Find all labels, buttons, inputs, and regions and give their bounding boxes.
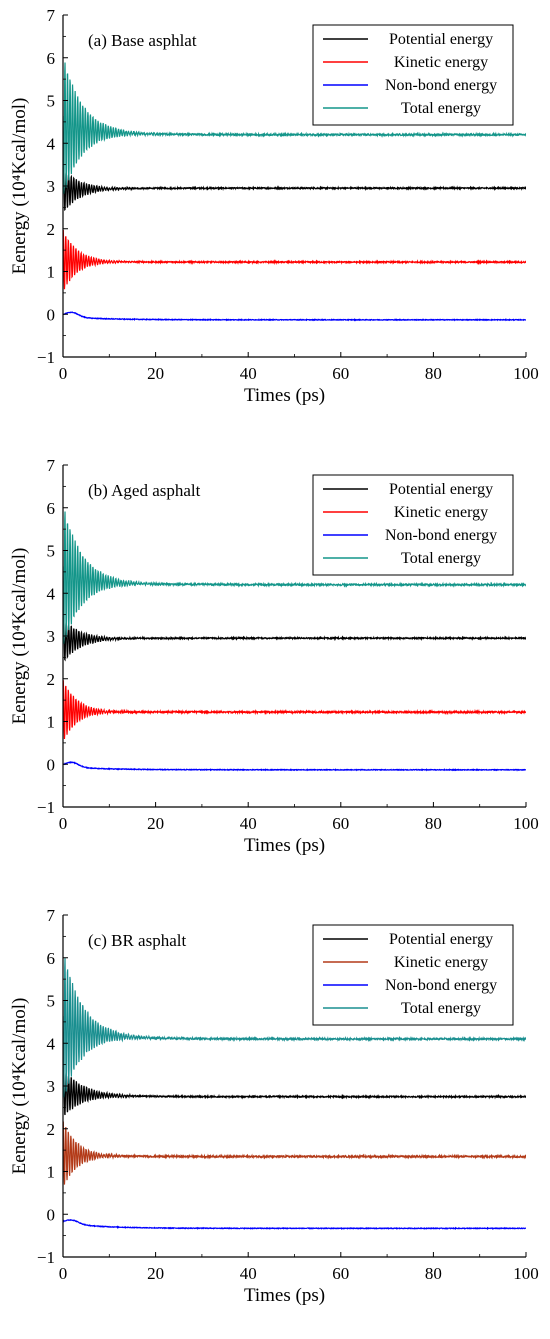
y-tick-label: 6 xyxy=(47,49,56,68)
x-tick-label: 100 xyxy=(513,814,539,833)
series-line-potential-energy xyxy=(63,167,526,212)
x-tick-label: 80 xyxy=(425,1264,442,1283)
y-tick-label: 2 xyxy=(47,670,56,689)
x-tick-label: 40 xyxy=(240,1264,257,1283)
y-tick-label: 7 xyxy=(47,456,56,475)
y-axis-label: Eenergy (10⁴Kcal/mol) xyxy=(9,548,30,725)
panel-label: (c) BR asphalt xyxy=(88,931,186,950)
x-tick-label: 0 xyxy=(59,364,68,383)
y-tick-label: 1 xyxy=(47,713,56,732)
panel-label: (b) Aged asphalt xyxy=(88,481,201,500)
y-tick-label: 6 xyxy=(47,949,56,968)
y-tick-label: 6 xyxy=(47,499,56,518)
y-axis-label: Eenergy (10⁴Kcal/mol) xyxy=(9,98,30,275)
series-group xyxy=(63,958,526,1231)
series-line-kinetic-energy xyxy=(63,1121,526,1185)
x-tick-label: 20 xyxy=(147,1264,164,1283)
y-tick-label: 3 xyxy=(47,1077,56,1096)
x-tick-label: 0 xyxy=(59,814,68,833)
y-tick-label: 0 xyxy=(47,1205,56,1224)
series-line-non-bond-energy xyxy=(63,311,526,322)
legend-label: Kinetic energy xyxy=(394,954,488,971)
series-line-kinetic-energy xyxy=(63,229,526,290)
legend-label: Kinetic energy xyxy=(394,54,488,71)
legend-label: Total energy xyxy=(401,100,481,117)
legend-label: Total energy xyxy=(401,1000,481,1017)
y-tick-label: 3 xyxy=(47,177,56,196)
x-tick-label: 60 xyxy=(332,364,349,383)
y-tick-label: 2 xyxy=(47,220,56,239)
legend-label: Non-bond energy xyxy=(385,77,497,94)
series-line-kinetic-energy xyxy=(63,680,526,740)
x-tick-label: 0 xyxy=(59,1264,68,1283)
legend: Potential energy Kinetic energy Non-bond e… xyxy=(312,924,514,1026)
legend: Potential energy Kinetic energy Non-bond e… xyxy=(312,474,514,576)
legend-label: Total energy xyxy=(401,550,481,567)
y-tick-label: 7 xyxy=(47,906,56,925)
series-line-non-bond-energy xyxy=(63,760,526,772)
legend-label: Potential energy xyxy=(389,931,493,948)
y-tick-label: 2 xyxy=(47,1120,56,1139)
y-tick-label: 4 xyxy=(47,1034,56,1053)
y-axis-label: Eenergy (10⁴Kcal/mol) xyxy=(9,998,30,1175)
x-tick-label: 20 xyxy=(147,364,164,383)
chart-panel-b: −1 0 1 2 3 4 5 6 7 0 20 40 60 80 100 Times (ps) Eenergy … xyxy=(0,450,550,880)
legend-label: Non-bond energy xyxy=(385,977,497,994)
y-tick-label: −1 xyxy=(37,1248,55,1267)
y-tick-label: 5 xyxy=(47,92,56,111)
series-line-total-energy xyxy=(63,62,526,194)
y-tick-label: −1 xyxy=(37,348,55,367)
x-tick-label: 80 xyxy=(425,364,442,383)
x-tick-label: 80 xyxy=(425,814,442,833)
y-tick-label: 5 xyxy=(47,542,56,561)
y-tick-label: 3 xyxy=(47,627,56,646)
x-tick-label: 40 xyxy=(240,814,257,833)
x-axis-label: Times (ps) xyxy=(244,835,325,856)
y-tick-label: 4 xyxy=(47,134,56,153)
y-tick-label: 1 xyxy=(47,1163,56,1182)
legend-label: Potential energy xyxy=(389,481,493,498)
series-group xyxy=(63,62,526,322)
x-tick-label: 40 xyxy=(240,364,257,383)
series-line-potential-energy xyxy=(63,617,526,662)
legend-label: Potential energy xyxy=(389,31,493,48)
legend: Potential energy Kinetic energy Non-bond e… xyxy=(312,24,514,126)
y-tick-label: 0 xyxy=(47,305,56,324)
x-tick-label: 100 xyxy=(513,1264,539,1283)
x-axis-label: Times (ps) xyxy=(244,385,325,406)
series-group xyxy=(63,511,526,772)
series-line-total-energy xyxy=(63,958,526,1098)
x-tick-label: 60 xyxy=(332,814,349,833)
x-axis-label: Times (ps) xyxy=(244,1285,325,1306)
chart-panel-c: −1 0 1 2 3 4 5 6 7 0 20 40 60 80 100 Times (ps) Eenergy … xyxy=(0,900,550,1330)
y-tick-label: 1 xyxy=(47,263,56,282)
legend-label: Non-bond energy xyxy=(385,527,497,544)
chart-panel-a: −1 0 1 2 3 4 5 6 7 0 20 40 60 80 100 Times (ps) Eenergy … xyxy=(0,0,550,430)
y-tick-label: 7 xyxy=(47,6,56,25)
y-tick-label: 4 xyxy=(47,584,56,603)
series-line-total-energy xyxy=(63,511,526,644)
x-tick-label: 20 xyxy=(147,814,164,833)
series-line-non-bond-energy xyxy=(63,1218,526,1231)
x-tick-label: 60 xyxy=(332,1264,349,1283)
series-line-potential-energy xyxy=(63,1068,526,1116)
x-tick-label: 100 xyxy=(513,364,539,383)
panel-label: (a) Base asphlat xyxy=(88,31,197,50)
y-tick-label: −1 xyxy=(37,798,55,817)
legend-label: Kinetic energy xyxy=(394,504,488,521)
y-tick-label: 5 xyxy=(47,992,56,1011)
y-tick-label: 0 xyxy=(47,755,56,774)
